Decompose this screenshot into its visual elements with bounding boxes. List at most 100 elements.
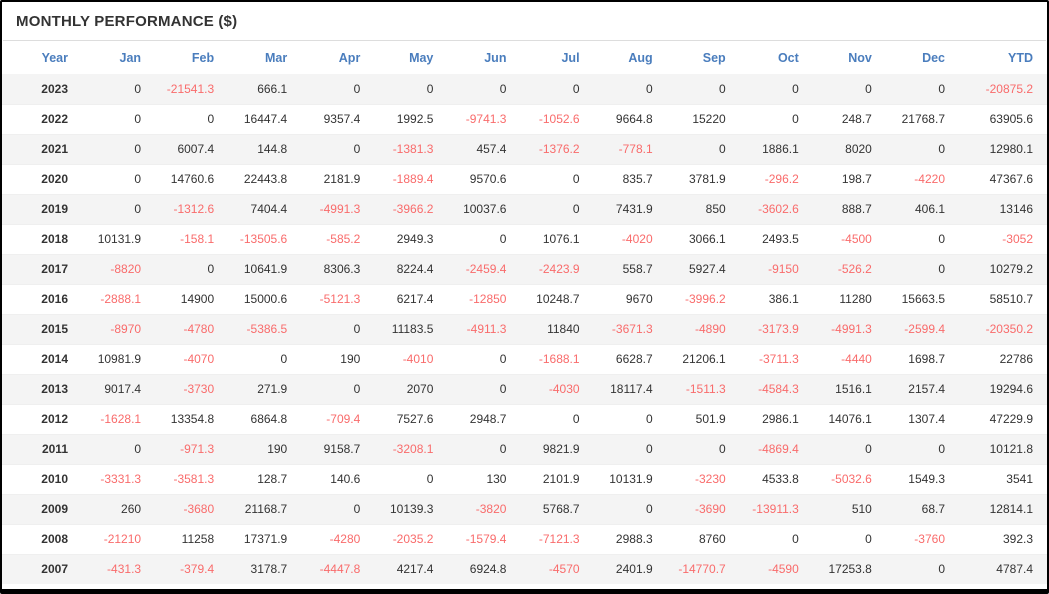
value-cell: 0 (353, 142, 361, 156)
value-cell: -4070 (183, 352, 215, 366)
value-cell: 248.7 (841, 112, 872, 126)
value-cell: -4447.8 (319, 562, 361, 577)
value-cell: 8224.4 (396, 262, 434, 276)
value-cell: 11183.5 (391, 322, 434, 336)
value-cell: 9664.8 (615, 112, 653, 126)
value-cell: 0 (792, 81, 799, 96)
value-cell: 4787.4 (996, 562, 1033, 577)
value-cell: 0 (499, 81, 507, 96)
value-cell: -585.2 (326, 232, 361, 246)
year-cell: 2016 (41, 292, 68, 306)
value-cell: 5768.7 (542, 502, 580, 516)
value-cell: -13911.3 (752, 502, 799, 516)
value-cell: -158.1 (180, 232, 215, 246)
value-cell: 13146 (999, 202, 1033, 216)
value-cell: -296.2 (764, 172, 799, 186)
value-cell: 10121.8 (989, 442, 1033, 456)
value-cell: 6864.8 (250, 412, 288, 426)
value-cell: 457.4 (476, 142, 507, 156)
value-cell: 0 (499, 232, 507, 246)
value-cell: -1381.3 (392, 142, 434, 156)
year-cell: 2009 (41, 502, 68, 516)
year-cell: 2018 (41, 232, 68, 246)
value-cell: 58510.7 (989, 292, 1033, 306)
value-cell: 4217.4 (396, 562, 434, 577)
value-cell: 19294.6 (989, 382, 1033, 396)
value-cell: -4869.4 (758, 442, 799, 456)
value-cell: 6007.4 (177, 142, 215, 156)
value-cell: -1312.6 (173, 202, 215, 216)
value-cell: 10131.9 (609, 472, 653, 486)
value-cell: 17371.9 (243, 532, 288, 546)
table-row: 2014 10981.9 -4070 0 190 -4010 0 -1688.1 6628.7 2… (2, 344, 1047, 374)
value-cell: 392.3 (1002, 532, 1033, 546)
value-cell: 0 (280, 352, 288, 366)
value-cell: 0 (134, 442, 142, 456)
value-cell: -526.2 (837, 262, 872, 276)
value-cell: 0 (353, 502, 361, 516)
value-cell: 5927.4 (689, 262, 726, 276)
value-cell: -4010 (402, 352, 434, 366)
value-cell: 1076.1 (542, 232, 580, 246)
value-cell: 3541 (1006, 472, 1033, 486)
value-cell: -20350.2 (985, 322, 1033, 336)
value-cell: 8020 (845, 142, 872, 156)
value-cell: 10981.9 (97, 352, 142, 366)
value-cell: 0 (645, 412, 653, 426)
value-cell: 2949.3 (396, 232, 434, 246)
value-cell: 12980.1 (989, 142, 1033, 156)
value-cell: -4280 (329, 532, 361, 546)
value-cell: 2948.7 (469, 412, 507, 426)
value-cell: 0 (865, 81, 872, 96)
value-cell: 8306.3 (323, 262, 361, 276)
value-cell: -3173.9 (758, 322, 799, 336)
year-cell: 2011 (41, 442, 68, 456)
year-cell: 2017 (41, 262, 68, 276)
column-header-jan: Jan (119, 50, 142, 65)
value-cell: 22443.8 (243, 172, 288, 186)
value-cell: -3052 (1002, 232, 1033, 246)
value-cell: -2035.2 (392, 532, 434, 546)
column-header-nov: Nov (848, 50, 872, 65)
value-cell: -4500 (841, 232, 872, 246)
value-cell: 6628.7 (615, 352, 653, 366)
value-cell: 7404.4 (250, 202, 288, 216)
value-cell: 9570.6 (469, 172, 507, 186)
table-row: 2010 -3331.3 -3581.3 128.7 140.6 0 130 2101.9 10… (2, 464, 1047, 494)
value-cell: 16447.4 (243, 112, 288, 126)
value-cell: -3208.1 (392, 442, 434, 456)
value-cell: 0 (499, 442, 507, 456)
value-cell: 1516.1 (835, 382, 872, 396)
year-cell: 2010 (41, 472, 68, 486)
value-cell: 0 (572, 81, 580, 96)
value-cell: -1579.4 (465, 532, 507, 546)
value-cell: 2986.1 (762, 412, 799, 426)
value-cell: 386.1 (768, 292, 799, 306)
value-cell: -3690 (695, 502, 726, 516)
value-cell: 0 (499, 352, 507, 366)
value-cell: -3671.3 (611, 322, 653, 336)
value-cell: 10139.3 (390, 502, 434, 516)
year-cell: 2014 (41, 352, 68, 366)
value-cell: 47367.6 (989, 172, 1033, 186)
year-cell: 2007 (41, 562, 68, 577)
value-cell: 0 (134, 142, 142, 156)
value-cell: -4030 (548, 382, 580, 396)
column-header-jun: Jun (484, 50, 507, 65)
column-header-feb: Feb (191, 50, 215, 65)
value-cell: -3711.3 (758, 352, 799, 366)
value-cell: -3760 (914, 532, 945, 546)
value-cell: 15000.6 (243, 292, 288, 306)
value-cell: -2459.4 (465, 262, 507, 276)
value-cell: -5386.5 (246, 322, 288, 336)
value-cell: -3581.3 (173, 472, 215, 486)
year-cell: 2022 (41, 112, 68, 126)
value-cell: 22786 (999, 352, 1033, 366)
value-cell: 190 (340, 352, 361, 366)
value-cell: 10131.9 (97, 232, 142, 246)
column-header-ytd: YTD (1008, 50, 1033, 65)
value-cell: 2493.5 (762, 232, 799, 246)
value-cell: -21541.3 (166, 81, 215, 96)
value-cell: 21206.1 (682, 352, 726, 366)
value-cell: 835.7 (622, 172, 653, 186)
